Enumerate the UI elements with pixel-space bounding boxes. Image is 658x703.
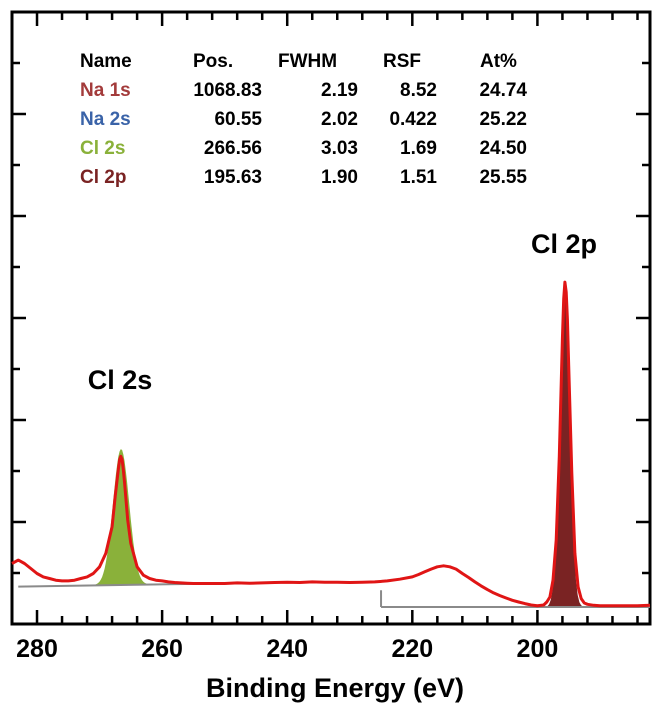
table-row-name: Cl 2p	[80, 167, 126, 188]
peak-annotations: Cl 2s Cl 2p	[88, 229, 597, 395]
x-tick-labels: 280 260 240 220 200	[16, 635, 558, 663]
quantification-table: Name Pos. FWHM RSF At% Na 1s 1068.83 2.19 8.52 24…	[80, 51, 527, 188]
table-header-cell: FWHM	[278, 51, 337, 72]
table-cell: 25.22	[479, 109, 527, 130]
table-cell: 24.50	[479, 138, 527, 159]
x-axis-title: Binding Energy (eV)	[206, 673, 464, 703]
plot-frame	[10, 10, 652, 626]
peak-fill-cl-2s	[18, 449, 219, 587]
x-tick-label: 220	[391, 635, 433, 663]
table-cell: 0.422	[389, 109, 437, 130]
table-cell: 1.69	[400, 138, 437, 159]
table-header-cell: RSF	[383, 51, 421, 72]
table-cell: 1.90	[321, 167, 358, 188]
table-cell: 3.03	[321, 138, 358, 159]
table-header-cell: Name	[80, 51, 132, 72]
table-header-cell: Pos.	[193, 51, 233, 72]
peak-fill-cl-2p	[381, 285, 650, 607]
peak-label: Cl 2s	[88, 365, 153, 395]
table-cell: 195.63	[204, 167, 262, 188]
table-row-name: Na 1s	[80, 80, 131, 101]
axis-ticks	[12, 10, 650, 626]
table-cell: 8.52	[400, 80, 437, 101]
table-cell: 25.55	[479, 167, 527, 188]
envelope-line	[11, 280, 651, 608]
table-row-name: Na 2s	[80, 109, 131, 130]
table-cell: 24.74	[479, 80, 527, 101]
peak-label: Cl 2p	[531, 229, 597, 259]
x-tick-label: 200	[517, 635, 559, 663]
table-cell: 1068.83	[193, 80, 262, 101]
table-cell: 60.55	[214, 109, 262, 130]
table-cell: 266.56	[204, 138, 262, 159]
series-layer	[11, 280, 651, 608]
table-cell: 2.02	[321, 109, 358, 130]
table-cell: 2.19	[321, 80, 358, 101]
table-header-cell: At%	[480, 51, 517, 72]
x-tick-label: 280	[16, 635, 58, 663]
table-cell: 1.51	[400, 167, 437, 188]
x-tick-label: 240	[266, 635, 308, 663]
table-row-name: Cl 2s	[80, 138, 125, 159]
x-tick-label: 260	[141, 635, 183, 663]
